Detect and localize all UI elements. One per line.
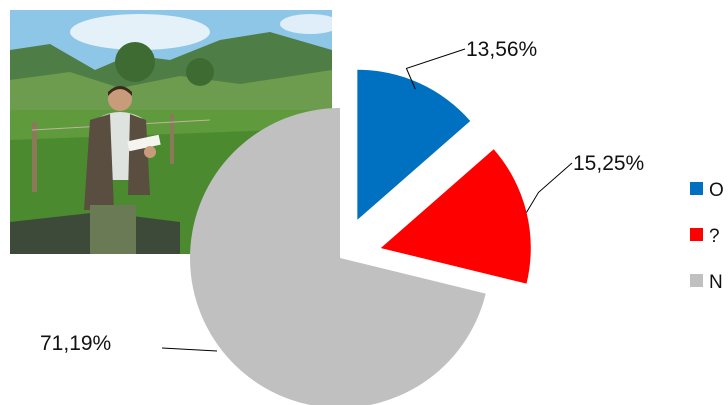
data-label-question: 15,25%	[573, 152, 644, 175]
photo-person-hand	[144, 146, 156, 158]
data-labels: 13,56% 15,25% 71,19%	[40, 38, 644, 355]
pie-slice-O-leader	[405, 48, 466, 90]
legend-swatch-question	[690, 228, 703, 241]
legend-label-O: O	[709, 180, 724, 201]
pie-slice-N	[190, 108, 486, 405]
photo-person-vest	[128, 114, 150, 195]
pie-slice-question	[380, 149, 531, 284]
photo-tree	[186, 58, 214, 86]
photo-cloud	[280, 14, 332, 34]
photo-fence-post	[32, 122, 37, 192]
legend-label-N: N	[709, 272, 723, 293]
photo-person-vest	[84, 114, 114, 210]
photo-clipboard	[127, 134, 161, 152]
legend-swatch-O	[690, 182, 703, 195]
data-label-O: 13,56%	[466, 38, 537, 61]
photo-cloud	[70, 14, 210, 50]
photo-tree	[115, 42, 155, 82]
legend: O ? N	[690, 180, 724, 293]
photo-fence-post	[170, 114, 174, 164]
legend-label-question: ?	[709, 226, 720, 247]
pie-slice-O	[357, 69, 471, 220]
data-label-N: 71,19%	[40, 332, 111, 355]
pie-slice-N-leader	[161, 347, 218, 352]
pie-slices	[190, 69, 531, 405]
leader-lines	[161, 48, 573, 352]
photo-person-hair	[108, 86, 132, 96]
photo-person-pants	[90, 205, 136, 254]
photo-person-head	[108, 87, 132, 111]
pie-slice-question-leader	[526, 162, 573, 213]
legend-swatch-N	[690, 274, 703, 287]
